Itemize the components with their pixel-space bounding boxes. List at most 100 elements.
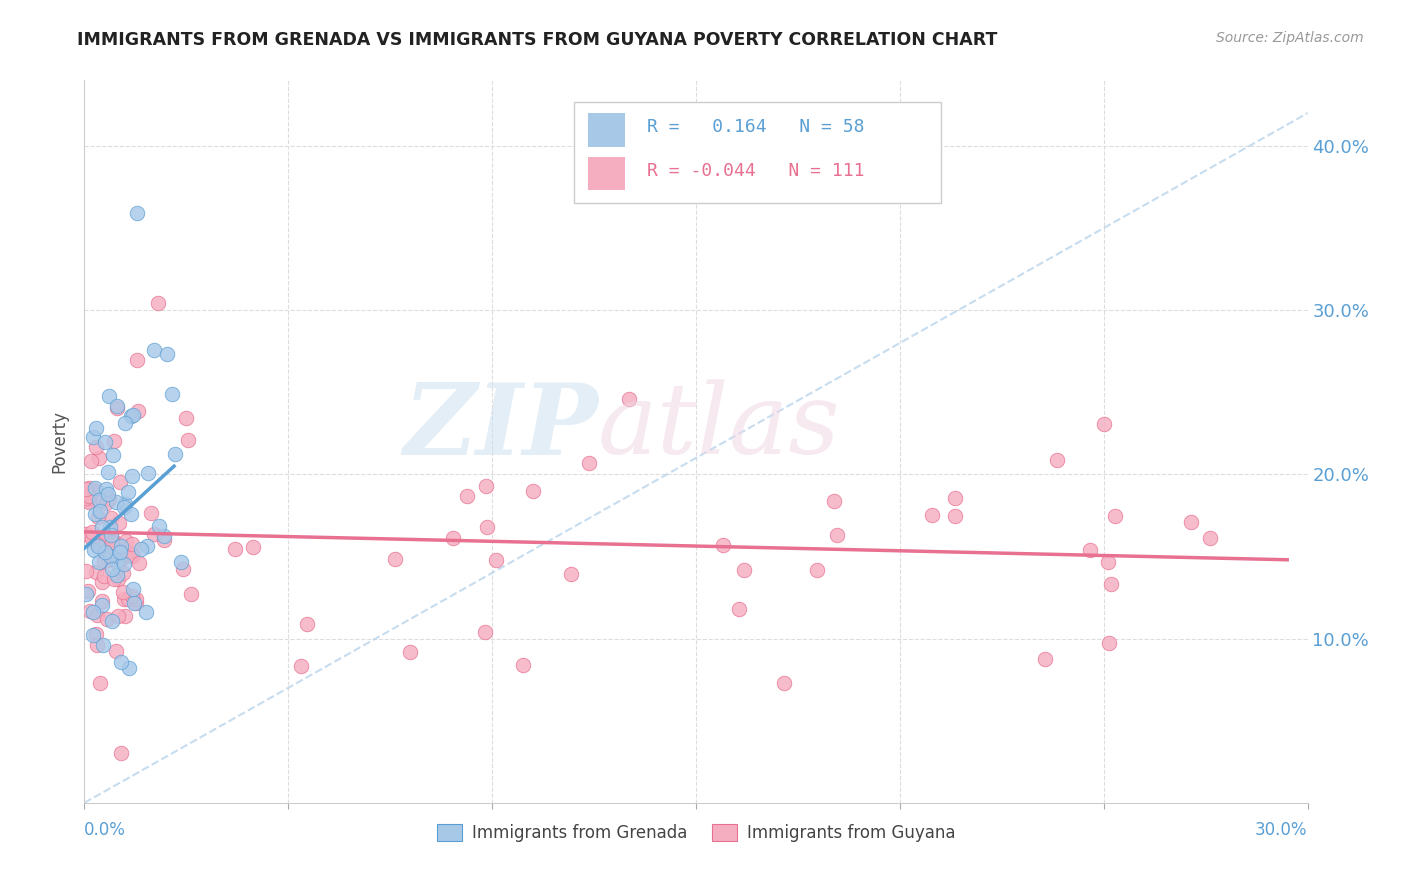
Point [163, 447, 186, 461]
Point [122, 596, 145, 610]
Point [143, 527, 166, 541]
Point [87, 492, 110, 507]
Point [823, 494, 845, 508]
Point [290, 659, 312, 673]
Point [121, 469, 143, 483]
Point [127, 403, 149, 417]
Point [77, 481, 100, 495]
Point [89, 555, 111, 569]
Point [107, 609, 129, 624]
Point [107, 572, 129, 586]
Point [475, 479, 498, 493]
Point [727, 602, 749, 616]
Point [921, 508, 943, 522]
FancyBboxPatch shape [588, 113, 626, 147]
Point [110, 475, 132, 489]
Point [87, 509, 110, 524]
Point [139, 507, 162, 521]
Point [112, 592, 135, 607]
Point [91, 594, 114, 608]
Point [146, 296, 169, 310]
FancyBboxPatch shape [588, 157, 626, 191]
Point [127, 353, 149, 368]
Text: Source: ZipAtlas.com: Source: ZipAtlas.com [1216, 31, 1364, 45]
Text: ZIP: ZIP [404, 379, 598, 475]
Text: 30.0%: 30.0% [1256, 822, 1308, 839]
Point [108, 545, 131, 559]
Point [83, 542, 105, 557]
Point [825, 528, 848, 542]
Point [75, 491, 97, 505]
Point [97, 465, 120, 479]
Point [1104, 508, 1126, 523]
Point [90, 598, 112, 612]
Point [97, 553, 120, 567]
Point [105, 644, 128, 658]
Point [103, 434, 125, 449]
Point [100, 528, 122, 542]
Point [170, 555, 193, 569]
Point [89, 675, 111, 690]
Point [1092, 417, 1115, 432]
Point [115, 534, 138, 549]
Point [84, 565, 107, 579]
Point [86, 537, 108, 551]
Point [108, 516, 131, 531]
Point [295, 616, 318, 631]
Point [128, 556, 150, 570]
Point [82, 524, 104, 539]
Text: R = -0.044   N = 111: R = -0.044 N = 111 [647, 161, 865, 179]
Point [114, 497, 136, 511]
Point [617, 392, 640, 407]
Point [75, 587, 97, 601]
Point [75, 564, 97, 578]
Point [177, 434, 200, 448]
Point [121, 537, 143, 551]
Point [112, 500, 135, 515]
Point [1099, 577, 1122, 591]
Point [127, 205, 149, 219]
Point [114, 417, 136, 431]
Point [104, 536, 127, 550]
Point [111, 584, 134, 599]
Point [120, 507, 142, 521]
Point [224, 541, 246, 556]
Point [105, 399, 128, 413]
Point [87, 540, 110, 554]
Point [77, 495, 100, 509]
Point [711, 538, 734, 552]
Point [75, 482, 97, 496]
Point [110, 746, 132, 760]
Point [117, 592, 139, 607]
Point [1098, 636, 1121, 650]
Point [384, 551, 406, 566]
Point [83, 483, 105, 498]
Point [84, 507, 107, 521]
Point [82, 429, 104, 443]
Point [79, 604, 101, 618]
Point [172, 562, 194, 576]
Point [93, 569, 115, 583]
Point [806, 563, 828, 577]
Point [80, 454, 103, 468]
Point [82, 605, 104, 619]
Point [1097, 555, 1119, 569]
Point [160, 387, 183, 401]
Point [474, 625, 496, 640]
Point [112, 566, 135, 580]
Point [100, 510, 122, 524]
Point [93, 529, 115, 543]
Point [578, 456, 600, 470]
Point [100, 535, 122, 549]
Point [82, 628, 104, 642]
Point [98, 520, 121, 534]
Point [89, 450, 111, 465]
Text: 0.0%: 0.0% [84, 822, 127, 839]
Point [148, 519, 170, 533]
Point [86, 608, 108, 623]
Point [1180, 516, 1202, 530]
Point [117, 661, 139, 675]
Y-axis label: Poverty: Poverty [51, 410, 69, 473]
Point [103, 448, 125, 462]
Point [94, 496, 117, 510]
